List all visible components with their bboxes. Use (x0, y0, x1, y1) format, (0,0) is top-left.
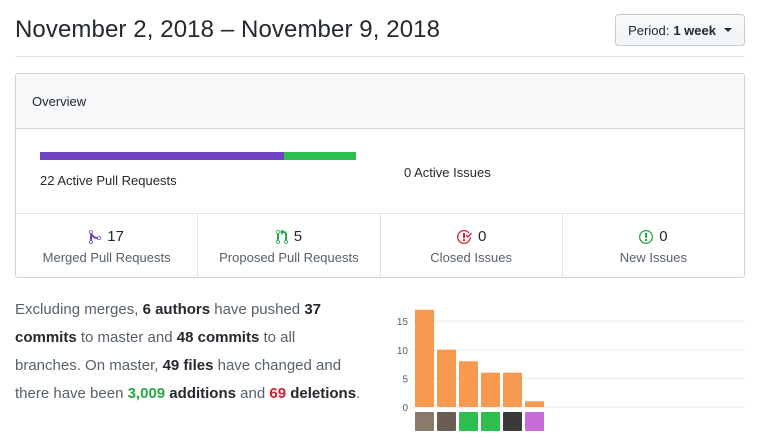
overview-header: Overview (16, 74, 744, 129)
open-segment (284, 152, 356, 160)
bar-author-3 (459, 361, 478, 407)
closed-issues-count: 0 (477, 228, 487, 245)
closed-issues-label: Closed Issues (430, 250, 512, 265)
avatar (503, 412, 522, 431)
deletions-count: 69 (269, 385, 287, 402)
proposed-label: Proposed Pull Requests (219, 250, 359, 265)
merged-count: 17 (107, 228, 124, 245)
active-issues-link[interactable]: 0 Active Issues (404, 165, 491, 180)
period-select-button[interactable]: Period: 1 week (615, 14, 745, 46)
authors-link[interactable]: 6 authors (142, 301, 211, 318)
all-commits-link[interactable]: 48 commits (176, 329, 260, 346)
deletions-label: deletions (286, 385, 357, 402)
stat-closed-issues[interactable]: 0 Closed Issues (381, 214, 563, 277)
commit-summary-text: Excluding merges, 6 authors have pushed … (15, 296, 365, 408)
stat-proposed-pull-requests[interactable]: 5 Proposed Pull Requests (198, 214, 381, 277)
summary-text-5: have changed and there have been (15, 357, 342, 402)
proposed-count: 5 (293, 228, 303, 245)
period-label: Period: (628, 22, 670, 38)
avatar (415, 412, 434, 431)
git-merge-icon (89, 229, 102, 245)
overview-summary: 22 Active Pull Requests 0 Active Issues (16, 129, 744, 214)
caret-down-icon (724, 28, 732, 32)
date-range-title: November 2, 2018 – November 9, 2018 (15, 16, 441, 43)
summary-text-4: to all branches. On master, (15, 329, 296, 374)
additions-count: 3,009 (127, 385, 166, 402)
y-tick-label: 10 (397, 346, 409, 357)
bar-author-5 (503, 372, 522, 407)
bar-author-1 (415, 309, 434, 407)
y-tick-label: 5 (402, 374, 408, 385)
new-issues-count: 0 (659, 228, 668, 245)
summary-text-6: and (235, 385, 270, 402)
git-pull-request-icon (275, 228, 288, 245)
merged-segment (40, 152, 285, 160)
stat-merged-pull-requests[interactable]: 17 Merged Pull Requests (16, 214, 199, 277)
pull-request-progress-bar[interactable] (40, 152, 356, 160)
overview-title: Overview (32, 93, 87, 109)
contributors-bar-chart: 0 5 10 15 (397, 309, 745, 431)
avatar (481, 412, 500, 431)
overview-panel: Overview 22 Active Pull Requests 0 Activ… (15, 73, 745, 278)
master-commits-link[interactable]: 37 commits (15, 301, 322, 346)
bar-author-2 (437, 349, 456, 407)
additions-label: additions (165, 385, 236, 402)
active-pull-requests-link[interactable]: 22 Active Pull Requests (40, 173, 177, 188)
stat-new-issues[interactable]: 0 New Issues (563, 214, 744, 277)
merged-label: Merged Pull Requests (42, 250, 171, 265)
summary-text-7: . (356, 385, 361, 402)
avatar (459, 412, 478, 431)
y-tick-label: 0 (402, 403, 408, 414)
avatar (525, 412, 544, 431)
bar-author-4 (481, 372, 500, 407)
files-changed-count: 49 files (162, 357, 214, 374)
y-tick-label: 15 (397, 317, 409, 328)
issue-opened-icon (639, 229, 654, 245)
summary-text-2: have pushed (210, 301, 305, 318)
issue-closed-icon (456, 229, 472, 245)
page-header: November 2, 2018 – November 9, 2018 Peri… (15, 0, 745, 57)
period-value: 1 week (673, 22, 716, 38)
summary-text-3: to master and (76, 329, 177, 346)
new-issues-label: New Issues (619, 250, 687, 265)
summary-text-1: Excluding merges, (15, 301, 143, 318)
avatar (437, 412, 456, 431)
bar-author-6 (525, 401, 544, 407)
overview-stats: 17 Merged Pull Requests 5 Proposed Pull … (16, 214, 744, 277)
